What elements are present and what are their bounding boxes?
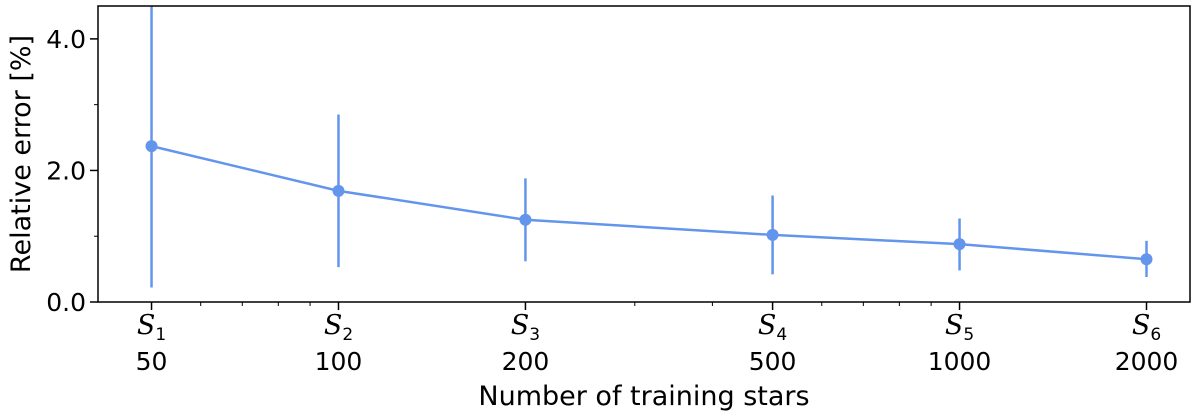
series-line <box>151 144 1147 261</box>
x-tick-label: 50 <box>136 347 168 376</box>
x-tick-label: 100 <box>315 347 363 376</box>
x-set-label: S6 <box>1132 310 1161 345</box>
y-axis: 0.0 2.0 4.0 <box>46 25 98 317</box>
y-tick-label: 0.0 <box>46 288 86 317</box>
plot-area <box>145 6 1153 288</box>
x-set-label: S5 <box>945 310 974 345</box>
y-tick-label: 4.0 <box>46 25 86 54</box>
x-set-label: S3 <box>511 310 540 345</box>
data-point <box>766 228 779 241</box>
x-tick-label: 2000 <box>1115 347 1179 376</box>
data-point <box>1140 253 1153 266</box>
y-axis-title: Relative error [%] <box>6 35 37 273</box>
x-tick-label: 1000 <box>928 347 992 376</box>
y-tick-label: 2.0 <box>46 156 86 185</box>
plot-frame <box>97 5 1191 303</box>
data-point <box>953 238 966 251</box>
x-axis-title: Number of training stars <box>478 381 809 412</box>
x-tick-label: 500 <box>749 347 797 376</box>
data-point <box>332 184 345 197</box>
data-point <box>145 140 158 153</box>
x-set-label: S4 <box>758 310 787 345</box>
x-set-label: S1 <box>137 310 166 345</box>
x-tick-label: 200 <box>502 347 550 376</box>
data-point <box>519 213 532 226</box>
x-set-label: S2 <box>324 310 353 345</box>
